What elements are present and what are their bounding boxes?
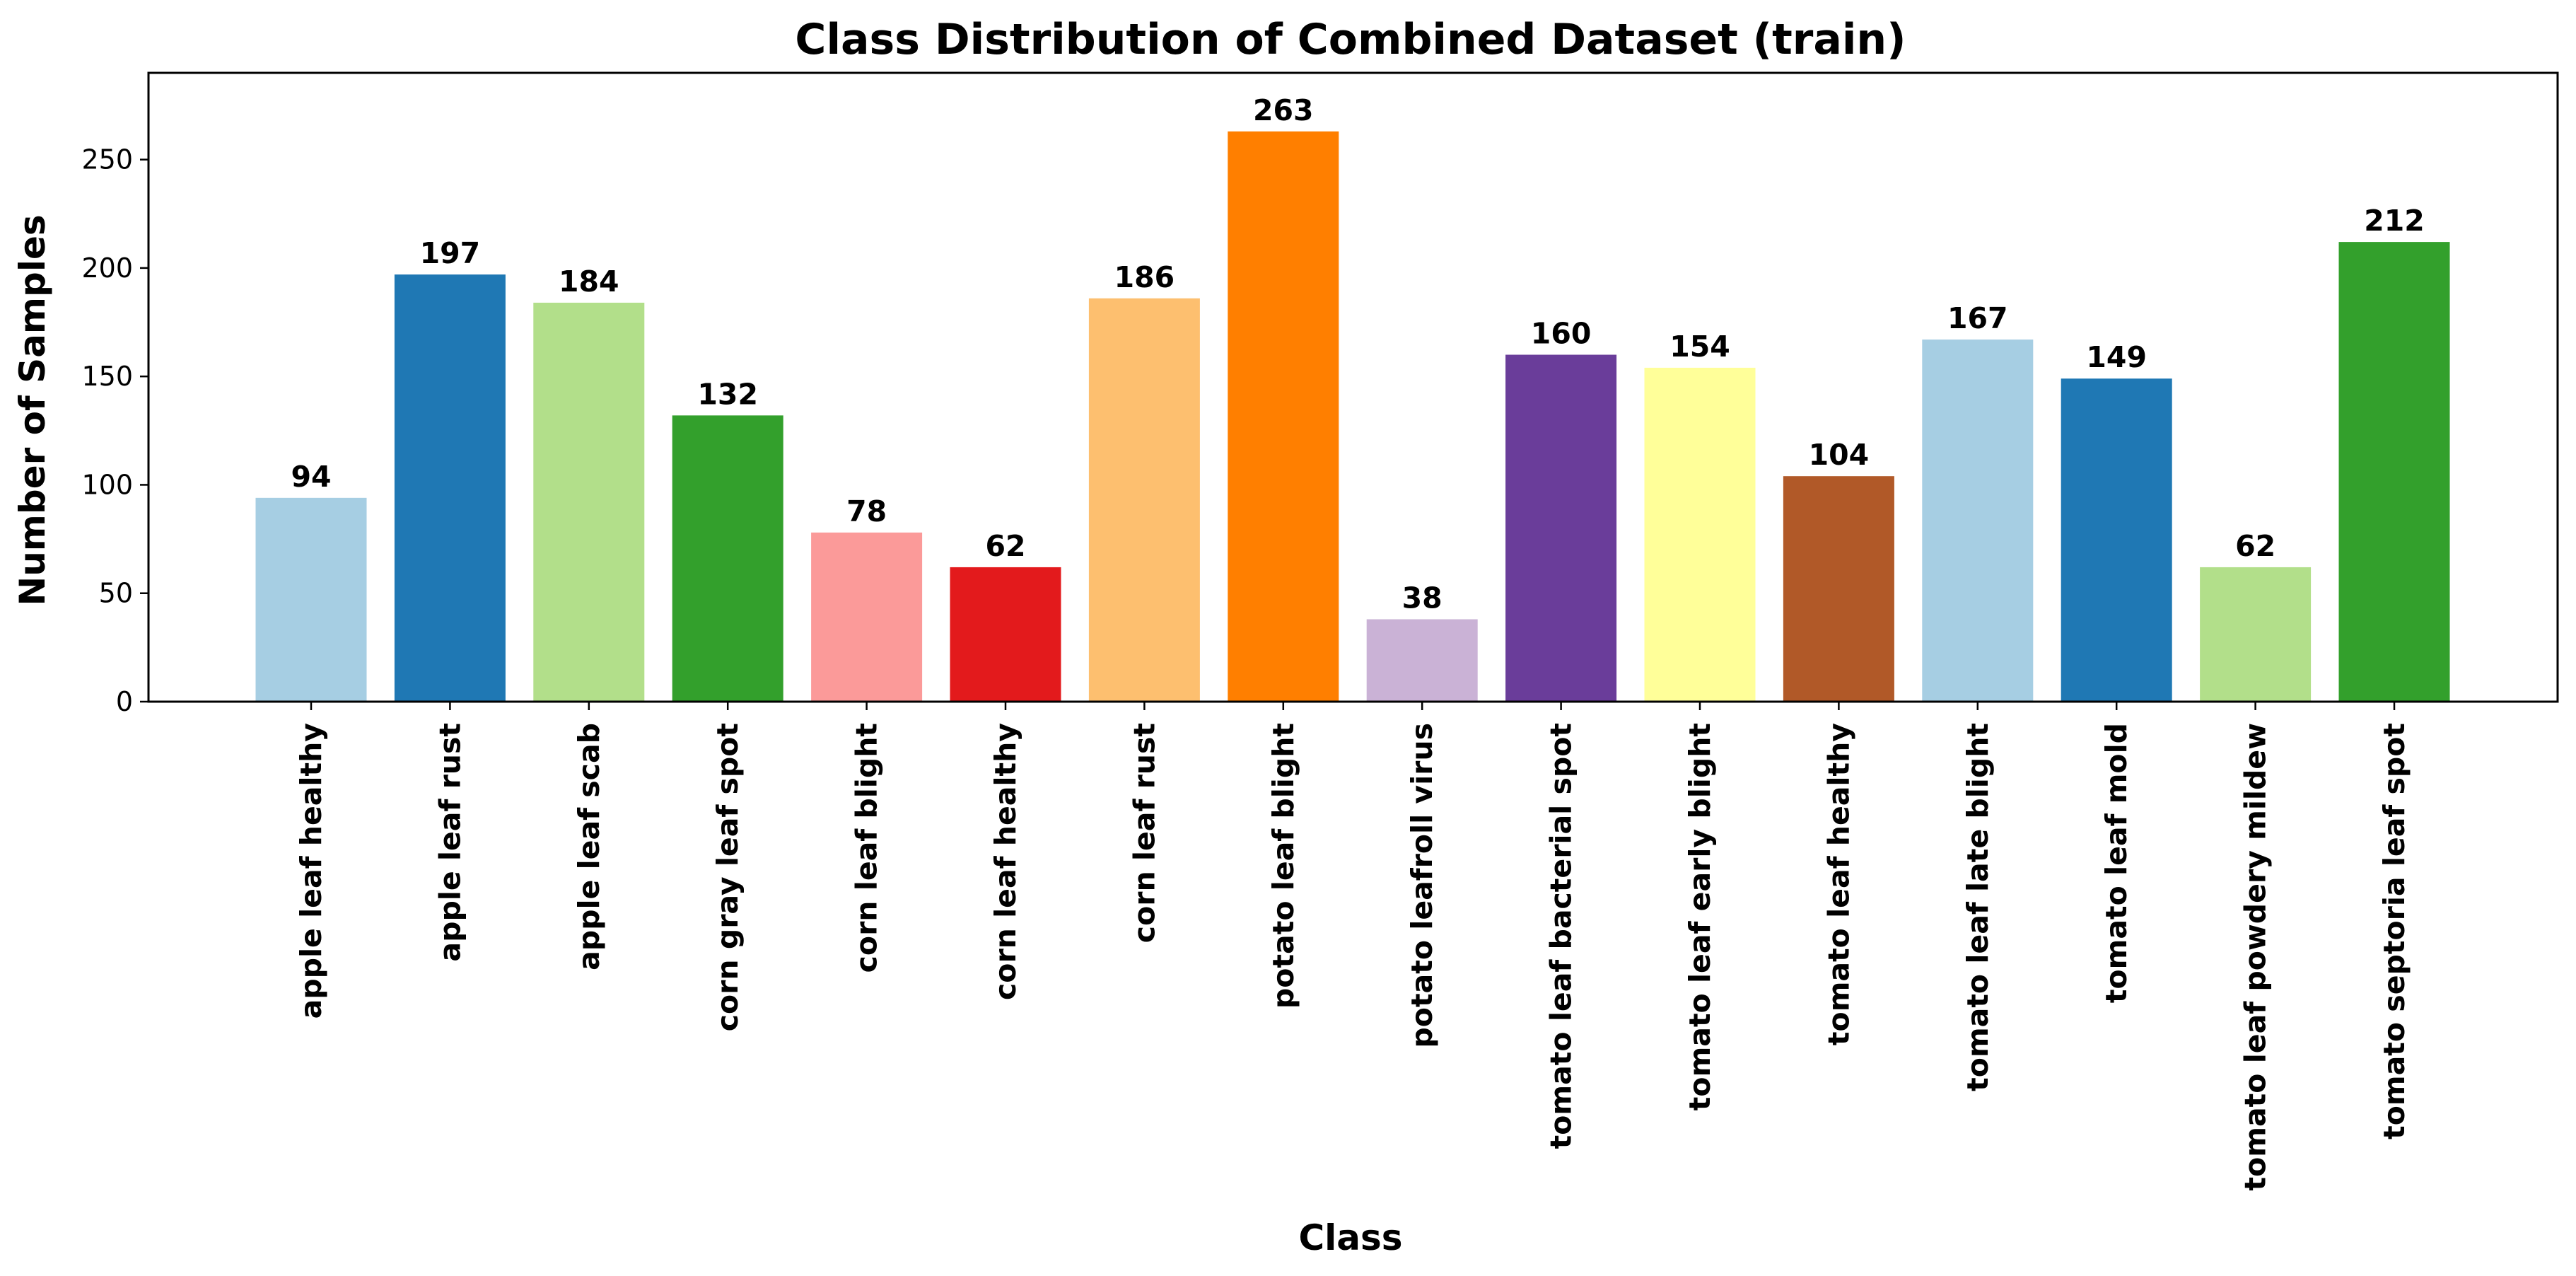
- bar-value-label: 160: [1531, 317, 1592, 351]
- bar: [811, 532, 923, 702]
- bar: [2338, 242, 2450, 702]
- bar: [1922, 340, 2034, 702]
- bar-value-label: 104: [1809, 438, 1870, 472]
- x-tick-label: apple leaf scab: [572, 723, 606, 970]
- bar-value-label: 132: [697, 377, 758, 411]
- bar: [255, 497, 367, 702]
- y-axis-ticks: 0 50 100 150 200 250: [81, 144, 148, 717]
- x-tick-label: potato leafroll virus: [1405, 723, 1439, 1048]
- x-tick-label: corn leaf blight: [850, 723, 884, 973]
- y-tick-label: 100: [81, 469, 133, 500]
- bar-value-label: 186: [1114, 260, 1175, 294]
- x-tick-label: tomato septoria leaf spot: [2377, 723, 2411, 1139]
- x-tick-label: corn leaf healthy: [989, 723, 1022, 1000]
- x-tick-label: potato leaf blight: [1266, 723, 1300, 1009]
- x-axis-label: Class: [1298, 1217, 1402, 1258]
- bar-value-label: 154: [1669, 330, 1730, 364]
- bar: [1505, 354, 1617, 702]
- x-tick-label: apple leaf healthy: [294, 723, 328, 1019]
- bar-value-label: 263: [1253, 93, 1314, 127]
- bar: [2200, 567, 2312, 702]
- bar-value-label: 197: [420, 236, 481, 270]
- bar: [1644, 367, 1756, 702]
- value-labels-layer: 94 197 184 132 78 62 186 263 38 160 154 104 167 149 62…: [291, 93, 2424, 615]
- x-tick-label: corn gray leaf spot: [711, 723, 745, 1031]
- bar-value-label: 94: [291, 460, 331, 494]
- x-axis-ticks: apple leaf healthy apple leaf rust apple l…: [294, 702, 2411, 1190]
- chart-title: Class Distribution of Combined Dataset (…: [795, 15, 1906, 64]
- x-tick-label: tomato leaf bacterial spot: [1544, 723, 1578, 1149]
- y-tick-label: 200: [81, 253, 133, 284]
- bar: [1228, 131, 1339, 702]
- bars-layer: [255, 131, 2450, 702]
- bar: [950, 567, 1061, 702]
- bar: [394, 274, 506, 702]
- bar-value-label: 62: [985, 529, 1025, 563]
- bar: [1366, 619, 1478, 702]
- bar-value-label: 38: [1402, 581, 1443, 615]
- y-tick-label: 50: [99, 578, 133, 609]
- bar-value-label: 184: [559, 265, 619, 298]
- plot-area-frame: [147, 71, 2559, 703]
- y-axis-label: Number of Samples: [12, 214, 53, 605]
- x-tick-label: tomato leaf late blight: [1961, 723, 1995, 1091]
- bar: [1088, 298, 1200, 702]
- bar-value-label: 62: [2235, 529, 2275, 563]
- bar: [533, 302, 645, 702]
- bar: [1783, 476, 1894, 702]
- y-tick-label: 150: [81, 361, 133, 392]
- x-tick-label: tomato leaf healthy: [1822, 723, 1855, 1045]
- bar: [2061, 378, 2172, 702]
- x-tick-label: tomato leaf mold: [2099, 723, 2133, 1003]
- bar-value-label: 167: [1947, 301, 2008, 335]
- y-tick-label: 250: [81, 144, 133, 175]
- bar-value-label: 212: [2364, 204, 2425, 238]
- x-tick-label: tomato leaf early blight: [1683, 723, 1717, 1110]
- bar-value-label: 149: [2086, 340, 2147, 374]
- bar: [672, 415, 783, 702]
- bar-value-label: 78: [846, 494, 887, 528]
- y-tick-label: 0: [116, 686, 133, 717]
- x-tick-label: corn leaf rust: [1127, 723, 1161, 943]
- x-tick-label: tomato leaf powdery mildew: [2239, 723, 2273, 1190]
- x-tick-label: apple leaf rust: [433, 723, 467, 962]
